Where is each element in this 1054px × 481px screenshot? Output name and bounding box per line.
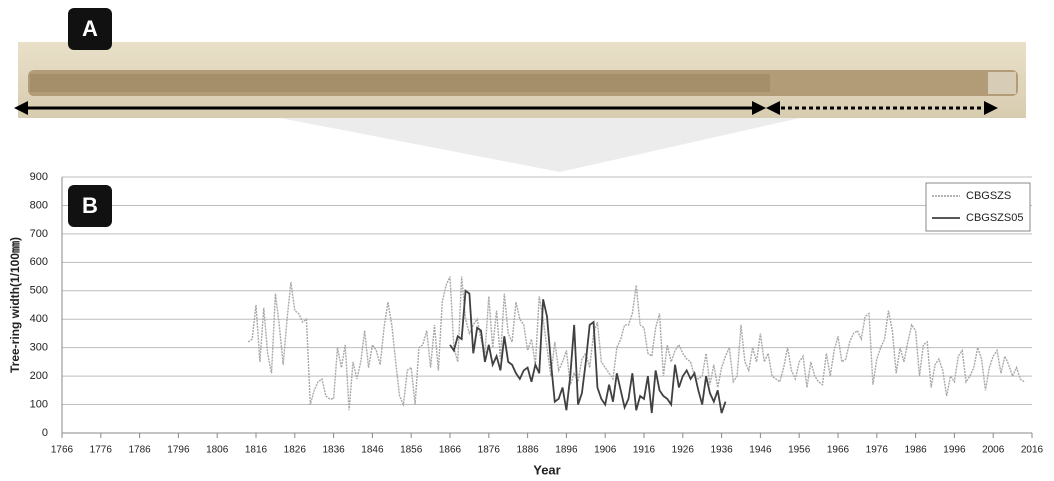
- core-end: [988, 72, 1016, 94]
- y-tick-label: 600: [30, 256, 48, 268]
- page: A 0 100 200 300 400 500 600 700 800 900 1766 1776 17…: [0, 0, 1054, 481]
- x-tick-label: 1916: [633, 445, 656, 456]
- legend-label: CBGSZS05: [966, 212, 1023, 224]
- zoom-shade: [280, 118, 800, 172]
- y-tick-label: 700: [30, 228, 48, 240]
- x-tick-label: 1846: [361, 445, 384, 456]
- x-tick-label: 1996: [943, 445, 966, 456]
- series-line: [450, 291, 725, 413]
- x-tick-label: 1886: [516, 445, 539, 456]
- y-tick-label: 800: [30, 199, 48, 211]
- y-axis-label: Tree-ring width(1/100㎜): [8, 237, 22, 373]
- series-line: [248, 277, 1024, 411]
- y-tick-label: 100: [30, 398, 48, 410]
- x-tick-label: 1946: [749, 445, 772, 456]
- x-tick-label: 1876: [478, 445, 501, 456]
- chart: 0 100 200 300 400 500 600 700 800 900 1766 1776 1786…: [8, 171, 1043, 478]
- x-tick-label: 1796: [167, 445, 190, 456]
- x-tick-label: 1896: [555, 445, 578, 456]
- x-tick-label: 1976: [866, 445, 889, 456]
- y-tick-label: 300: [30, 342, 48, 354]
- x-tick-label: 1836: [322, 445, 345, 456]
- panel-label: B: [82, 193, 98, 218]
- x-tick-label: 1936: [710, 445, 733, 456]
- y-tick-label: 200: [30, 370, 48, 382]
- x-tick-label: 1926: [672, 445, 695, 456]
- figure: A 0 100 200 300 400 500 600 700 800 900 1766 1776 17…: [0, 0, 1054, 481]
- x-tick-label: 1866: [439, 445, 462, 456]
- x-axis-label: Year: [533, 462, 560, 477]
- x-tick-label: 1966: [827, 445, 850, 456]
- y-tick-label: 900: [30, 171, 48, 183]
- x-tick-label: 1806: [206, 445, 229, 456]
- x-tick-label: 1816: [245, 445, 268, 456]
- x-tick-label: 1856: [400, 445, 423, 456]
- x-tick-label: 1786: [128, 445, 151, 456]
- y-tick-label: 500: [30, 285, 48, 297]
- x-tick-label: 2006: [982, 445, 1005, 456]
- panel-label: A: [82, 16, 98, 41]
- y-tick-label: 0: [42, 427, 48, 439]
- x-tick-label: 2016: [1021, 445, 1044, 456]
- x-tick-label: 1826: [284, 445, 307, 456]
- x-tick-label: 1986: [904, 445, 927, 456]
- x-tick-label: 1956: [788, 445, 811, 456]
- x-tick-label: 1776: [90, 445, 113, 456]
- x-tick-label: 1766: [51, 445, 74, 456]
- x-tick-label: 1906: [594, 445, 617, 456]
- legend-label: CBGSZS: [966, 190, 1011, 202]
- wood-core-dated: [30, 74, 770, 92]
- y-tick-label: 400: [30, 313, 48, 325]
